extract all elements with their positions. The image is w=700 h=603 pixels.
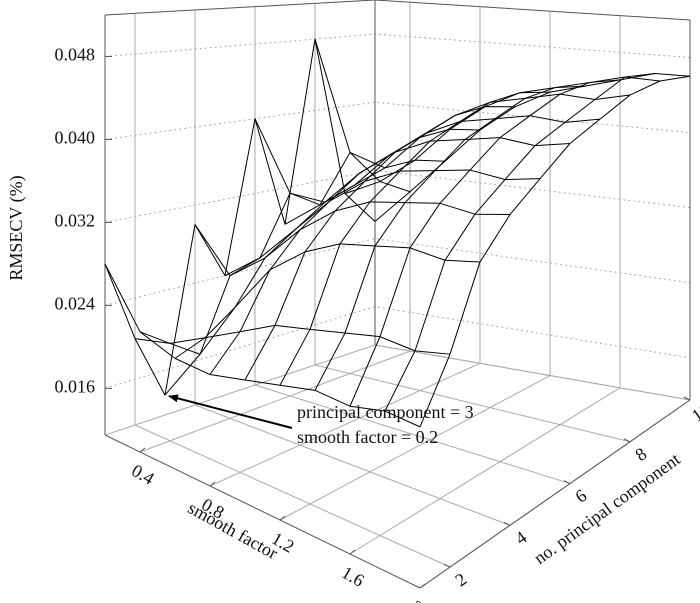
mesh-line (224, 169, 541, 277)
axis-line (374, 0, 691, 21)
mesh-line (209, 128, 481, 375)
grid-line (209, 362, 481, 487)
mesh-line (104, 38, 376, 396)
grid-line (314, 364, 631, 443)
z-tick-label: 0.024 (55, 293, 96, 313)
mesh-line (279, 91, 551, 386)
tick-mark (623, 438, 631, 443)
mesh-line (104, 263, 421, 428)
tick-mark (209, 481, 216, 487)
grid-line (104, 306, 691, 389)
annotation-arrow (168, 394, 293, 429)
mesh-line (244, 106, 516, 381)
x-axis-label: smooth factor (185, 497, 282, 563)
z-axis-label: RMSECV (%) (6, 175, 27, 280)
y-tick-label: 8 (632, 443, 651, 465)
x-tick-label: 2.0 (408, 596, 437, 603)
grid-line (279, 375, 551, 521)
grid-line (254, 384, 571, 485)
tick-mark (349, 549, 356, 555)
mesh-line (174, 159, 446, 359)
axis-line (419, 399, 691, 589)
z-tick-label: 0.040 (55, 128, 96, 148)
z-tick-label: 0.032 (55, 211, 96, 231)
grid-line (134, 424, 451, 568)
axis-line (104, 0, 376, 16)
mesh-line (134, 324, 451, 355)
grid-line (349, 387, 621, 555)
y-tick-label: 6 (572, 485, 591, 507)
x-tick-label: 1.6 (338, 562, 367, 591)
y-tick-label: 2 (452, 569, 471, 591)
tick-mark (683, 396, 691, 401)
annotation-text: smooth factor = 0.2 (297, 427, 438, 447)
y-tick-label: 10 (688, 399, 700, 426)
tick-mark (139, 447, 146, 453)
tick-mark (563, 480, 571, 485)
mesh-line (344, 76, 661, 195)
mesh-line (139, 151, 411, 355)
mesh-line (314, 85, 586, 391)
y-tick-label: 4 (512, 527, 531, 549)
mesh-line (349, 79, 621, 407)
grid-line (194, 404, 511, 526)
y-axis-label: no. principal component (530, 449, 684, 568)
mesh-line (254, 118, 571, 203)
mesh-line (194, 201, 511, 277)
annotation-text: principal component = 3 (297, 402, 474, 422)
mesh-line (164, 243, 481, 396)
mesh-line (384, 73, 656, 412)
tick-mark (443, 563, 451, 568)
mesh-line (314, 38, 631, 169)
grid-line (104, 238, 691, 306)
z-tick-label: 0.016 (55, 376, 96, 396)
tick-mark (503, 521, 511, 526)
mesh-line (419, 75, 691, 428)
tick-mark (419, 583, 426, 589)
axis-line (374, 344, 691, 401)
grid-line (104, 33, 691, 59)
grid-line (104, 169, 691, 223)
grid-line (104, 101, 691, 140)
grid-line (139, 350, 411, 453)
x-tick-label: 0.4 (128, 460, 157, 489)
axis-line (104, 344, 376, 436)
mesh-line (374, 72, 691, 222)
tick-mark (279, 515, 286, 521)
axis-line (104, 434, 421, 589)
z-tick-label: 0.048 (55, 45, 96, 65)
